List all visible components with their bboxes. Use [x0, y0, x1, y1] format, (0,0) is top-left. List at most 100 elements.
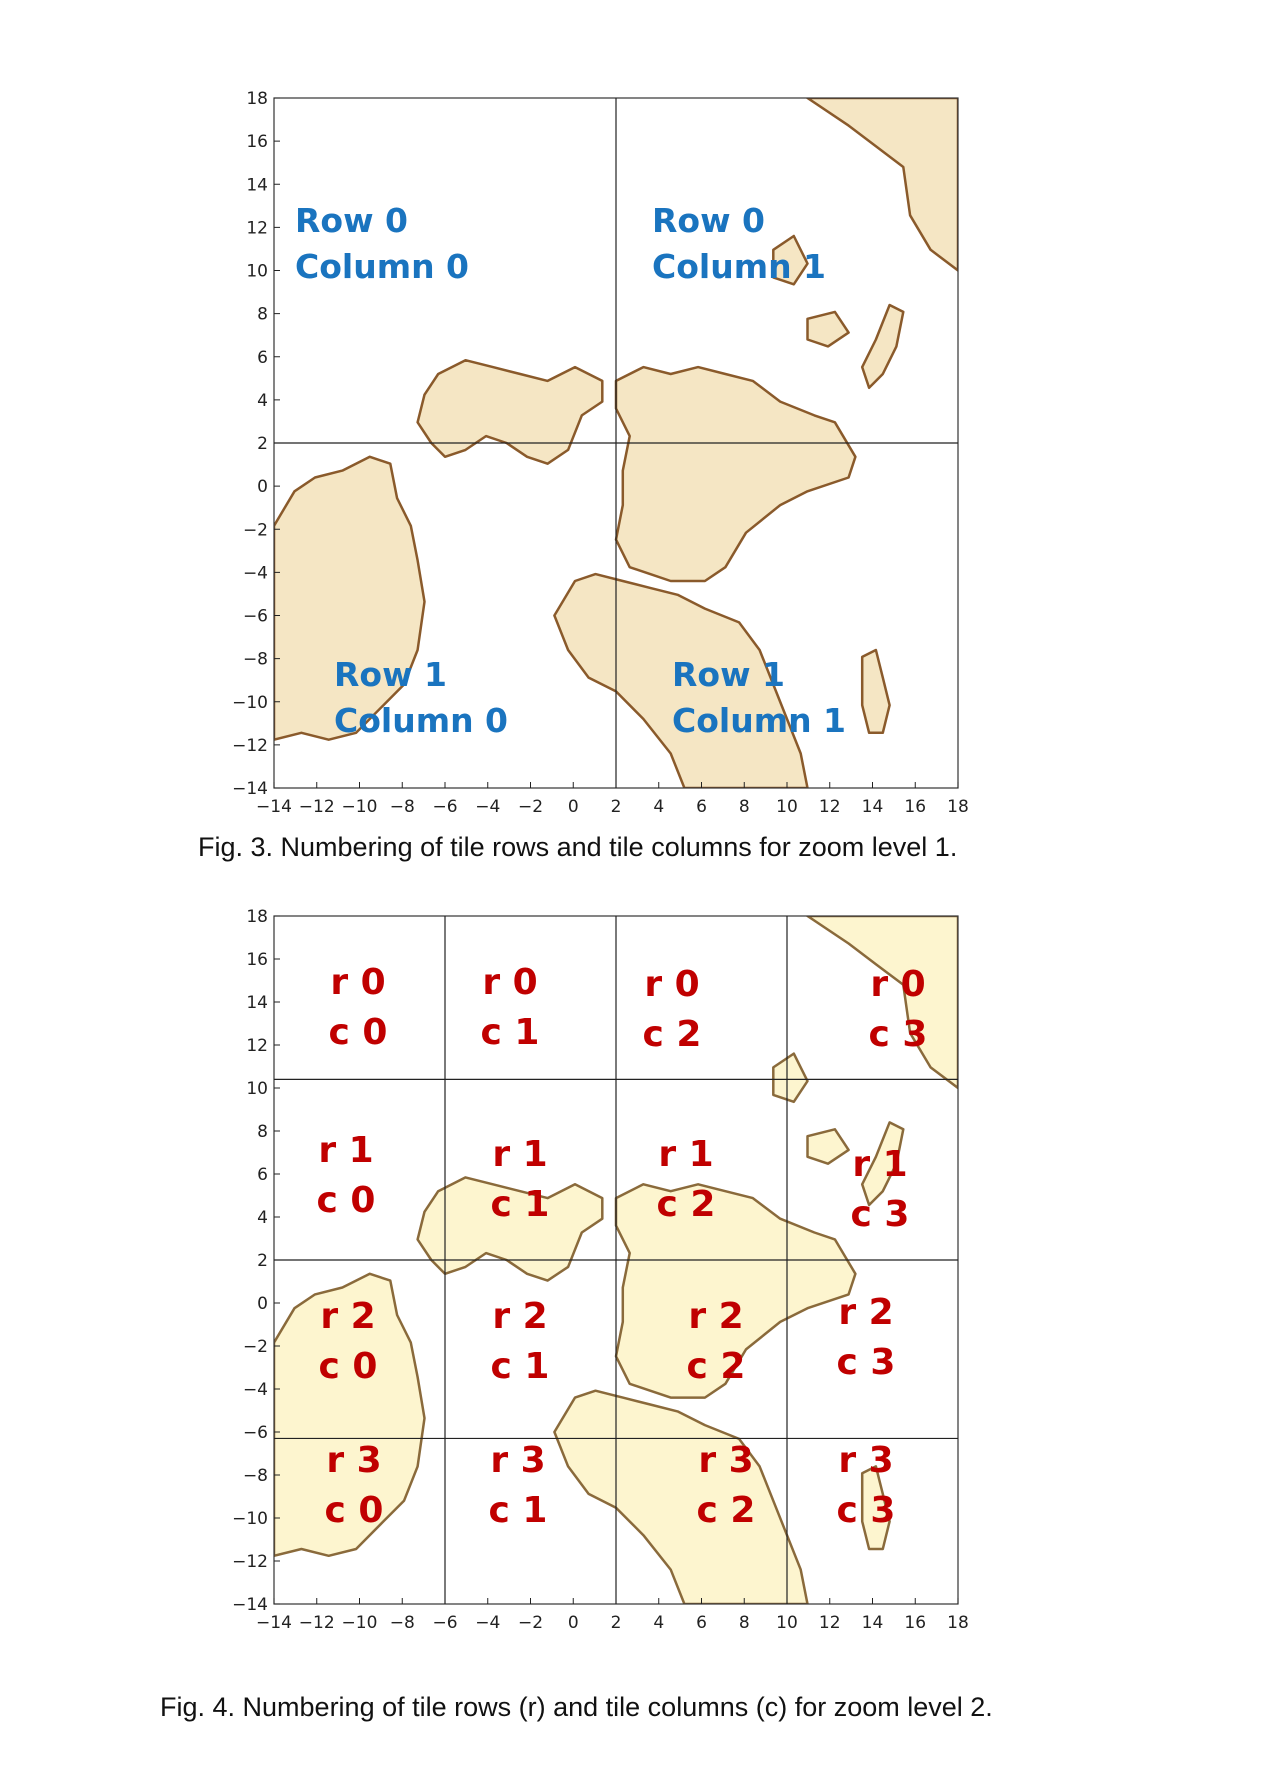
tile-label-row: Row 1 [334, 655, 447, 694]
x-tick-label: −10 [342, 1613, 378, 1633]
x-tick-label: −4 [475, 1613, 500, 1633]
y-tick-label: 16 [246, 950, 268, 970]
x-axis-ticks: −14 −12 −10 −8 −6 −4 −2 0 2 4 6 8 10 12 14 16 18 [256, 1598, 969, 1633]
tile-label: r 3c 0 [325, 1440, 384, 1531]
x-tick-label: 4 [653, 797, 664, 817]
tile-label-row: r 0 [870, 964, 925, 1005]
x-tick-label: 8 [739, 1613, 750, 1633]
y-tick-label: 18 [246, 89, 268, 109]
tile-label-row: r 2 [688, 1296, 743, 1337]
tile-label-column: c 2 [687, 1346, 746, 1387]
tile-label: r 0c 1 [481, 962, 540, 1053]
x-tick-label: −8 [390, 797, 415, 817]
tile-label: r 0c 3 [869, 964, 928, 1055]
x-tick-label: 14 [862, 797, 884, 817]
tile-label: Row 1 Column 1 [672, 655, 846, 740]
tile-labels: r 0c 0r 0c 1r 0c 2r 0c 3r 1c 0r 1c 1r 1c… [317, 962, 928, 1531]
x-tick-label: 12 [819, 797, 841, 817]
land-mass [806, 98, 958, 272]
tile-label: Row 0 Column 0 [295, 201, 469, 286]
tile-label: r 3c 2 [697, 1440, 756, 1531]
x-tick-label: 16 [904, 797, 926, 817]
figure-3-caption: Fig. 3. Numbering of tile rows and tile … [198, 832, 958, 862]
x-tick-label: 8 [739, 797, 750, 817]
tile-label-row: r 3 [326, 1440, 381, 1481]
y-tick-label: −8 [243, 1466, 268, 1486]
y-tick-label: 4 [257, 391, 268, 411]
x-tick-label: −2 [518, 1613, 543, 1633]
land-mass [772, 1052, 809, 1104]
y-tick-label: 2 [257, 434, 268, 454]
tile-label: r 1c 2 [657, 1134, 716, 1225]
x-tick-label: 10 [776, 797, 798, 817]
y-tick-label: 10 [246, 1079, 268, 1099]
tile-label-column: c 1 [491, 1346, 550, 1387]
tile-label-column: c 2 [643, 1014, 702, 1055]
x-tick-label: 6 [696, 1613, 707, 1633]
y-tick-label: −4 [243, 1380, 268, 1400]
tile-label: r 2c 1 [491, 1296, 550, 1387]
land-masses [274, 98, 958, 788]
tile-label-row: r 0 [330, 962, 385, 1003]
x-tick-label: −6 [432, 797, 457, 817]
y-tick-label: 16 [246, 132, 268, 152]
x-tick-label: −6 [432, 1613, 457, 1633]
tile-label: Row 1 Column 0 [334, 655, 508, 740]
land-mass [806, 916, 958, 1090]
x-tick-label: 18 [947, 797, 969, 817]
land-mass [860, 303, 905, 390]
y-tick-label: 8 [257, 305, 268, 325]
tile-grid [274, 98, 958, 788]
tile-label-row: r 2 [320, 1296, 375, 1337]
y-tick-label: 8 [257, 1122, 268, 1142]
tile-label-column: c 3 [837, 1490, 896, 1531]
tile-label: Row 0 Column 1 [652, 201, 826, 286]
tile-label: r 2c 2 [687, 1296, 746, 1387]
land-mass [772, 234, 809, 286]
x-tick-label: 16 [904, 1613, 926, 1633]
land-masses [274, 916, 958, 1604]
tile-label-column: c 3 [851, 1194, 910, 1235]
tile-label-column: Column 1 [672, 701, 846, 740]
land-mass [416, 1176, 604, 1282]
land-mass [274, 1272, 426, 1558]
y-tick-label: −12 [232, 1552, 268, 1572]
tile-label-row: r 1 [318, 1130, 373, 1171]
x-tick-label: 2 [611, 1613, 622, 1633]
y-tick-label: 6 [257, 1165, 268, 1185]
tile-label-row: Row 1 [672, 655, 785, 694]
y-tick-label: −6 [243, 607, 268, 627]
x-tick-label: −2 [518, 797, 543, 817]
tile-label-column: c 2 [657, 1184, 716, 1225]
x-tick-label: 14 [862, 1613, 884, 1633]
x-tick-label: −4 [475, 797, 500, 817]
y-tick-label: 4 [257, 1208, 268, 1228]
tile-label-row: r 1 [852, 1144, 907, 1185]
y-tick-label: −4 [243, 563, 268, 583]
x-tick-label: −12 [299, 1613, 335, 1633]
tile-label-column: c 3 [837, 1342, 896, 1383]
tile-label-column: c 2 [697, 1490, 756, 1531]
tile-label-column: c 1 [481, 1012, 540, 1053]
tile-label: r 1c 1 [491, 1134, 550, 1225]
x-tick-label: 18 [947, 1613, 969, 1633]
x-tick-label: −12 [299, 797, 335, 817]
y-tick-label: 0 [257, 1294, 268, 1314]
y-tick-label: −2 [243, 520, 268, 540]
x-tick-label: 12 [819, 1613, 841, 1633]
x-tick-label: −14 [256, 797, 292, 817]
y-tick-label: 18 [246, 907, 268, 927]
x-axis-ticks: −14 −12 −10 −8 −6 −4 −2 0 2 4 6 8 10 12 14 16 18 [256, 782, 969, 817]
tile-label-row: Row 0 [652, 201, 765, 240]
y-tick-label: 12 [246, 218, 268, 238]
land-mass [860, 1465, 891, 1551]
tile-label-column: Column 1 [652, 247, 826, 286]
y-tick-label: −10 [232, 1509, 268, 1529]
x-tick-label: −10 [342, 797, 378, 817]
tile-label: r 1c 0 [317, 1130, 376, 1221]
y-tick-label: 6 [257, 348, 268, 368]
y-tick-label: 14 [246, 993, 268, 1013]
x-tick-label: −8 [390, 1613, 415, 1633]
